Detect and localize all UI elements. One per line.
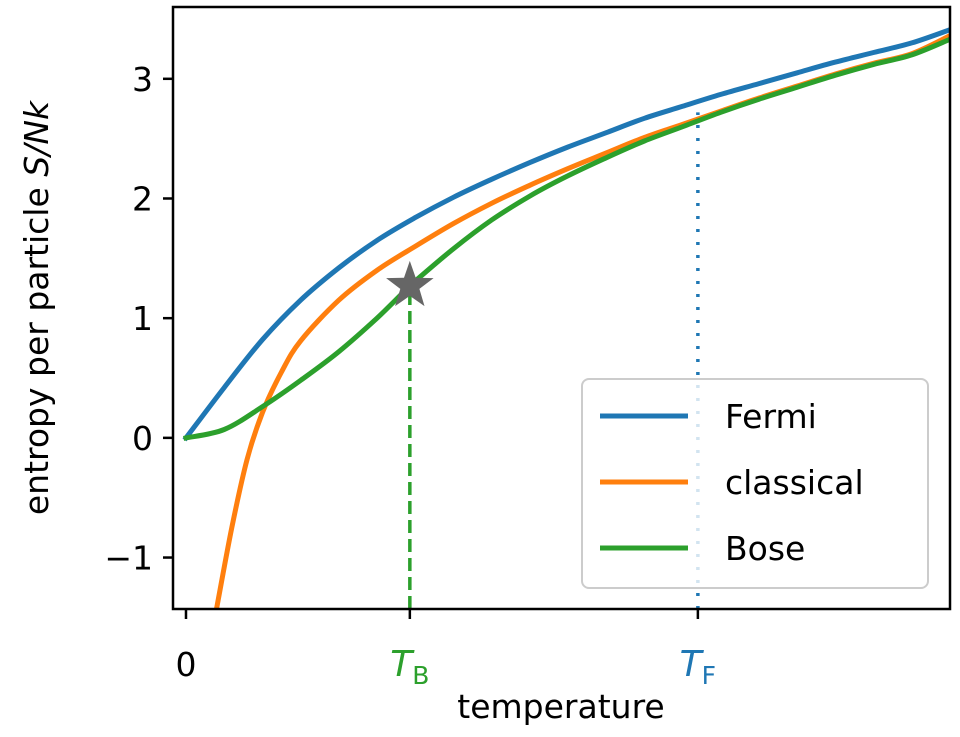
legend-label-fermi: Fermi xyxy=(725,397,817,436)
legend-label-bose: Bose xyxy=(725,529,805,568)
y-axis-label-symbol: S/Nk xyxy=(17,99,56,177)
y-tick-label: 2 xyxy=(132,179,153,218)
x-tick-label-main: T xyxy=(680,644,705,685)
series-line-bose xyxy=(183,36,950,441)
series-line-fermi xyxy=(182,27,950,442)
y-tick-label: 1 xyxy=(132,299,153,338)
x-tick-label: TB xyxy=(390,644,429,690)
y-axis-label: entropy per particle S/Nk xyxy=(17,99,56,515)
plot-area xyxy=(182,27,950,609)
y-axis-label-text: entropy per particle xyxy=(17,177,56,515)
legend-label-classical: classical xyxy=(725,463,864,502)
condensation-star-marker xyxy=(386,260,434,307)
axes-frame xyxy=(171,5,952,611)
x-tick-label: 0 xyxy=(175,645,196,684)
y-tick-label: 0 xyxy=(132,419,153,458)
x-tick-label: TF xyxy=(680,644,716,690)
x-tick-label-main: T xyxy=(390,644,415,685)
y-tick-label: −1 xyxy=(104,539,153,578)
x-tick-label-subscript: B xyxy=(412,661,429,690)
x-tick-label-subscript: F xyxy=(702,661,716,690)
legend-box xyxy=(581,378,929,589)
y-tick-label: 3 xyxy=(132,60,153,99)
legend: Fermi classical Bose xyxy=(581,378,929,589)
x-axis-label: temperature xyxy=(457,687,664,726)
